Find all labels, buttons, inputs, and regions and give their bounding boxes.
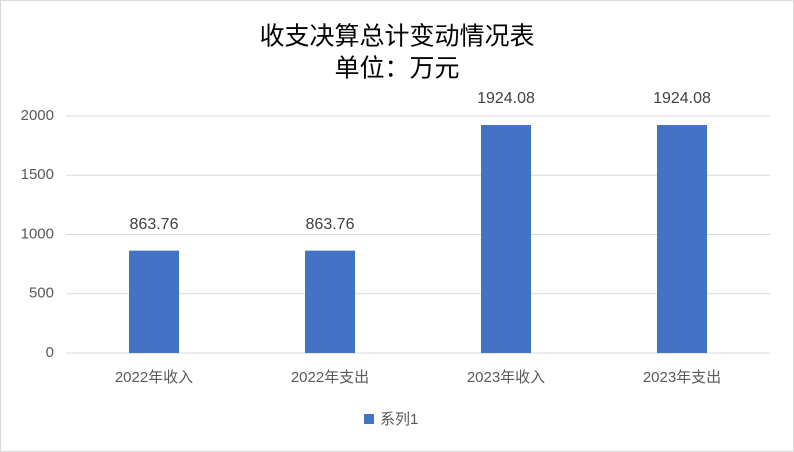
bar: [129, 250, 179, 353]
y-tick-label: 1500: [21, 166, 54, 183]
chart-subtitle: 单位：万元: [334, 54, 459, 83]
value-label: 863.76: [130, 216, 179, 233]
x-tick-label: 2023年收入: [467, 369, 545, 386]
value-label: 1924.08: [477, 90, 535, 107]
bar: [305, 250, 355, 353]
value-label: 863.76: [306, 216, 355, 233]
y-tick-label: 1000: [21, 225, 54, 242]
legend-swatch: [364, 414, 374, 424]
y-tick-label: 0: [46, 344, 54, 361]
bar: [657, 124, 707, 353]
x-tick-label: 2023年支出: [643, 369, 721, 386]
chart-title: 收支决算总计变动情况表: [259, 22, 534, 51]
x-tick-label: 2022年收入: [115, 369, 193, 386]
x-tick-label: 2022年支出: [291, 369, 369, 386]
legend-label: 系列1: [380, 411, 418, 428]
bar: [481, 124, 531, 353]
y-tick-label: 500: [29, 285, 54, 302]
y-tick-label: 2000: [21, 107, 54, 124]
value-label: 1924.08: [653, 90, 711, 107]
